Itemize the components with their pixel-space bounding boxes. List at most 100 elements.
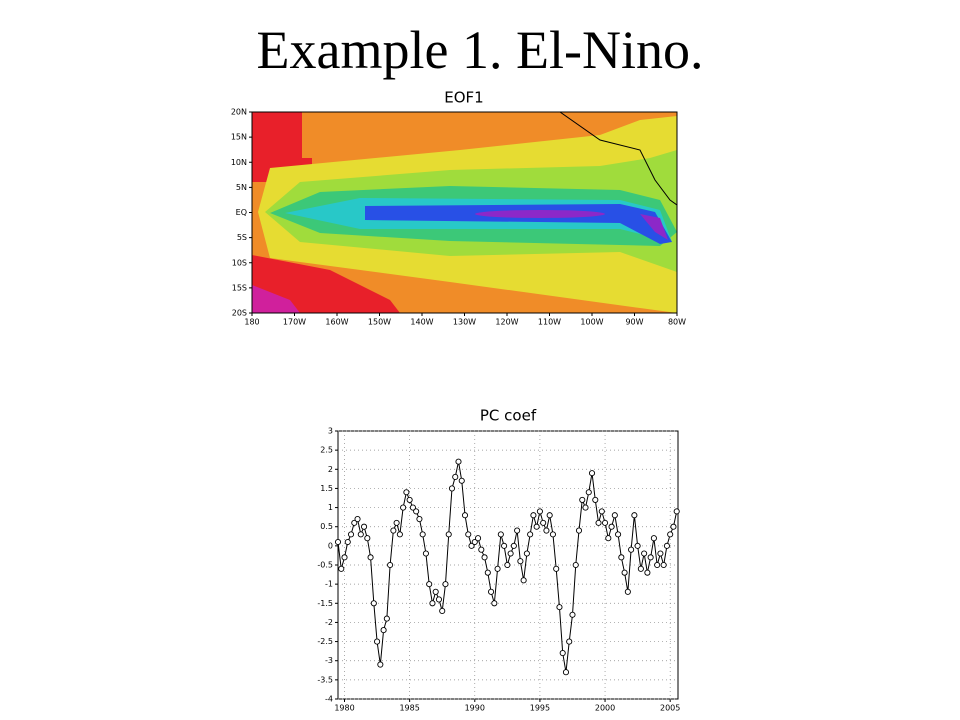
y-tick-label: 3 <box>328 427 333 436</box>
marker <box>364 535 371 542</box>
marker <box>497 531 504 538</box>
map-title: EOF1 <box>444 89 483 107</box>
marker <box>380 627 387 634</box>
marker <box>357 531 364 538</box>
marker <box>448 485 456 492</box>
marker <box>390 527 397 534</box>
marker <box>452 473 459 480</box>
x-tick-label: 1985 <box>399 704 419 713</box>
marker <box>474 535 482 542</box>
x-tick-label: 110W <box>538 318 561 327</box>
marker <box>624 588 631 595</box>
y-tick-label: -1.5 <box>317 599 333 608</box>
marker <box>608 523 615 530</box>
marker <box>387 561 394 569</box>
marker <box>569 611 576 618</box>
x-tick-label: 90W <box>625 318 643 327</box>
marker <box>403 489 410 496</box>
x-tick-label: 150W <box>368 318 391 327</box>
marker <box>582 504 589 511</box>
marker <box>488 588 495 595</box>
marker <box>618 554 625 561</box>
marker <box>657 550 664 557</box>
marker <box>536 508 543 515</box>
chart-title: PC coef <box>480 407 537 425</box>
marker <box>367 554 374 561</box>
marker <box>575 527 583 534</box>
marker <box>461 512 469 519</box>
y-tick-label: -0.5 <box>317 561 333 570</box>
x-tick-label: 2000 <box>595 704 615 713</box>
marker <box>442 581 449 588</box>
marker <box>670 523 677 530</box>
marker <box>592 496 599 503</box>
marker <box>419 531 426 538</box>
marker <box>435 596 443 603</box>
marker <box>374 638 381 645</box>
x-tick-label: 140W <box>410 318 433 327</box>
marker <box>510 542 517 549</box>
marker <box>334 538 342 546</box>
y-tick-label: -3 <box>325 656 333 665</box>
marker <box>422 550 429 557</box>
marker <box>654 561 661 569</box>
marker <box>634 542 641 549</box>
y-tick-label: 15S <box>232 283 247 292</box>
marker <box>559 650 566 657</box>
marker <box>553 565 560 572</box>
marker <box>455 458 462 465</box>
marker <box>491 600 498 607</box>
y-tick-label: -1 <box>325 580 333 589</box>
y-tick-label: 15N <box>231 133 247 142</box>
marker <box>465 531 472 538</box>
marker <box>426 581 433 588</box>
marker <box>611 512 618 519</box>
marker <box>520 577 527 584</box>
slide-title: Example 1. El-Nino. <box>257 20 704 80</box>
marker <box>631 512 638 519</box>
marker <box>605 535 612 542</box>
y-tick-label: 5S <box>237 233 247 242</box>
marker <box>439 607 446 614</box>
y-tick-label: 10S <box>232 258 247 267</box>
marker <box>562 669 570 676</box>
y-tick-label: -4 <box>325 695 333 704</box>
y-tick-label: 5N <box>236 183 247 192</box>
x-tick-label: 160W <box>325 318 348 327</box>
marker <box>540 519 547 526</box>
marker <box>504 561 511 569</box>
marker <box>641 550 648 557</box>
marker <box>393 519 400 526</box>
x-tick-label: 1995 <box>530 704 550 713</box>
marker <box>667 531 674 538</box>
marker <box>647 554 654 561</box>
y-tick-label: -2 <box>325 618 333 627</box>
marker <box>361 523 368 530</box>
x-tick-label: 1990 <box>465 704 485 713</box>
y-tick-label: 2 <box>328 465 333 474</box>
marker <box>494 565 501 572</box>
marker <box>673 508 680 515</box>
marker <box>370 600 377 607</box>
marker <box>344 538 351 546</box>
marker <box>432 588 439 595</box>
marker <box>549 531 556 538</box>
marker <box>650 535 657 542</box>
marker <box>458 477 465 484</box>
marker <box>354 516 361 523</box>
y-tick-label: 0 <box>328 541 333 550</box>
marker <box>663 542 670 549</box>
marker <box>468 542 475 549</box>
marker <box>383 615 390 622</box>
marker <box>527 531 534 538</box>
marker <box>351 519 358 526</box>
marker <box>347 531 355 538</box>
marker <box>341 554 348 561</box>
marker <box>546 512 553 519</box>
y-tick-label: 20N <box>231 108 247 117</box>
marker <box>585 489 592 496</box>
marker <box>478 546 485 553</box>
x-tick-label: 1980 <box>334 704 354 713</box>
marker <box>543 527 550 534</box>
